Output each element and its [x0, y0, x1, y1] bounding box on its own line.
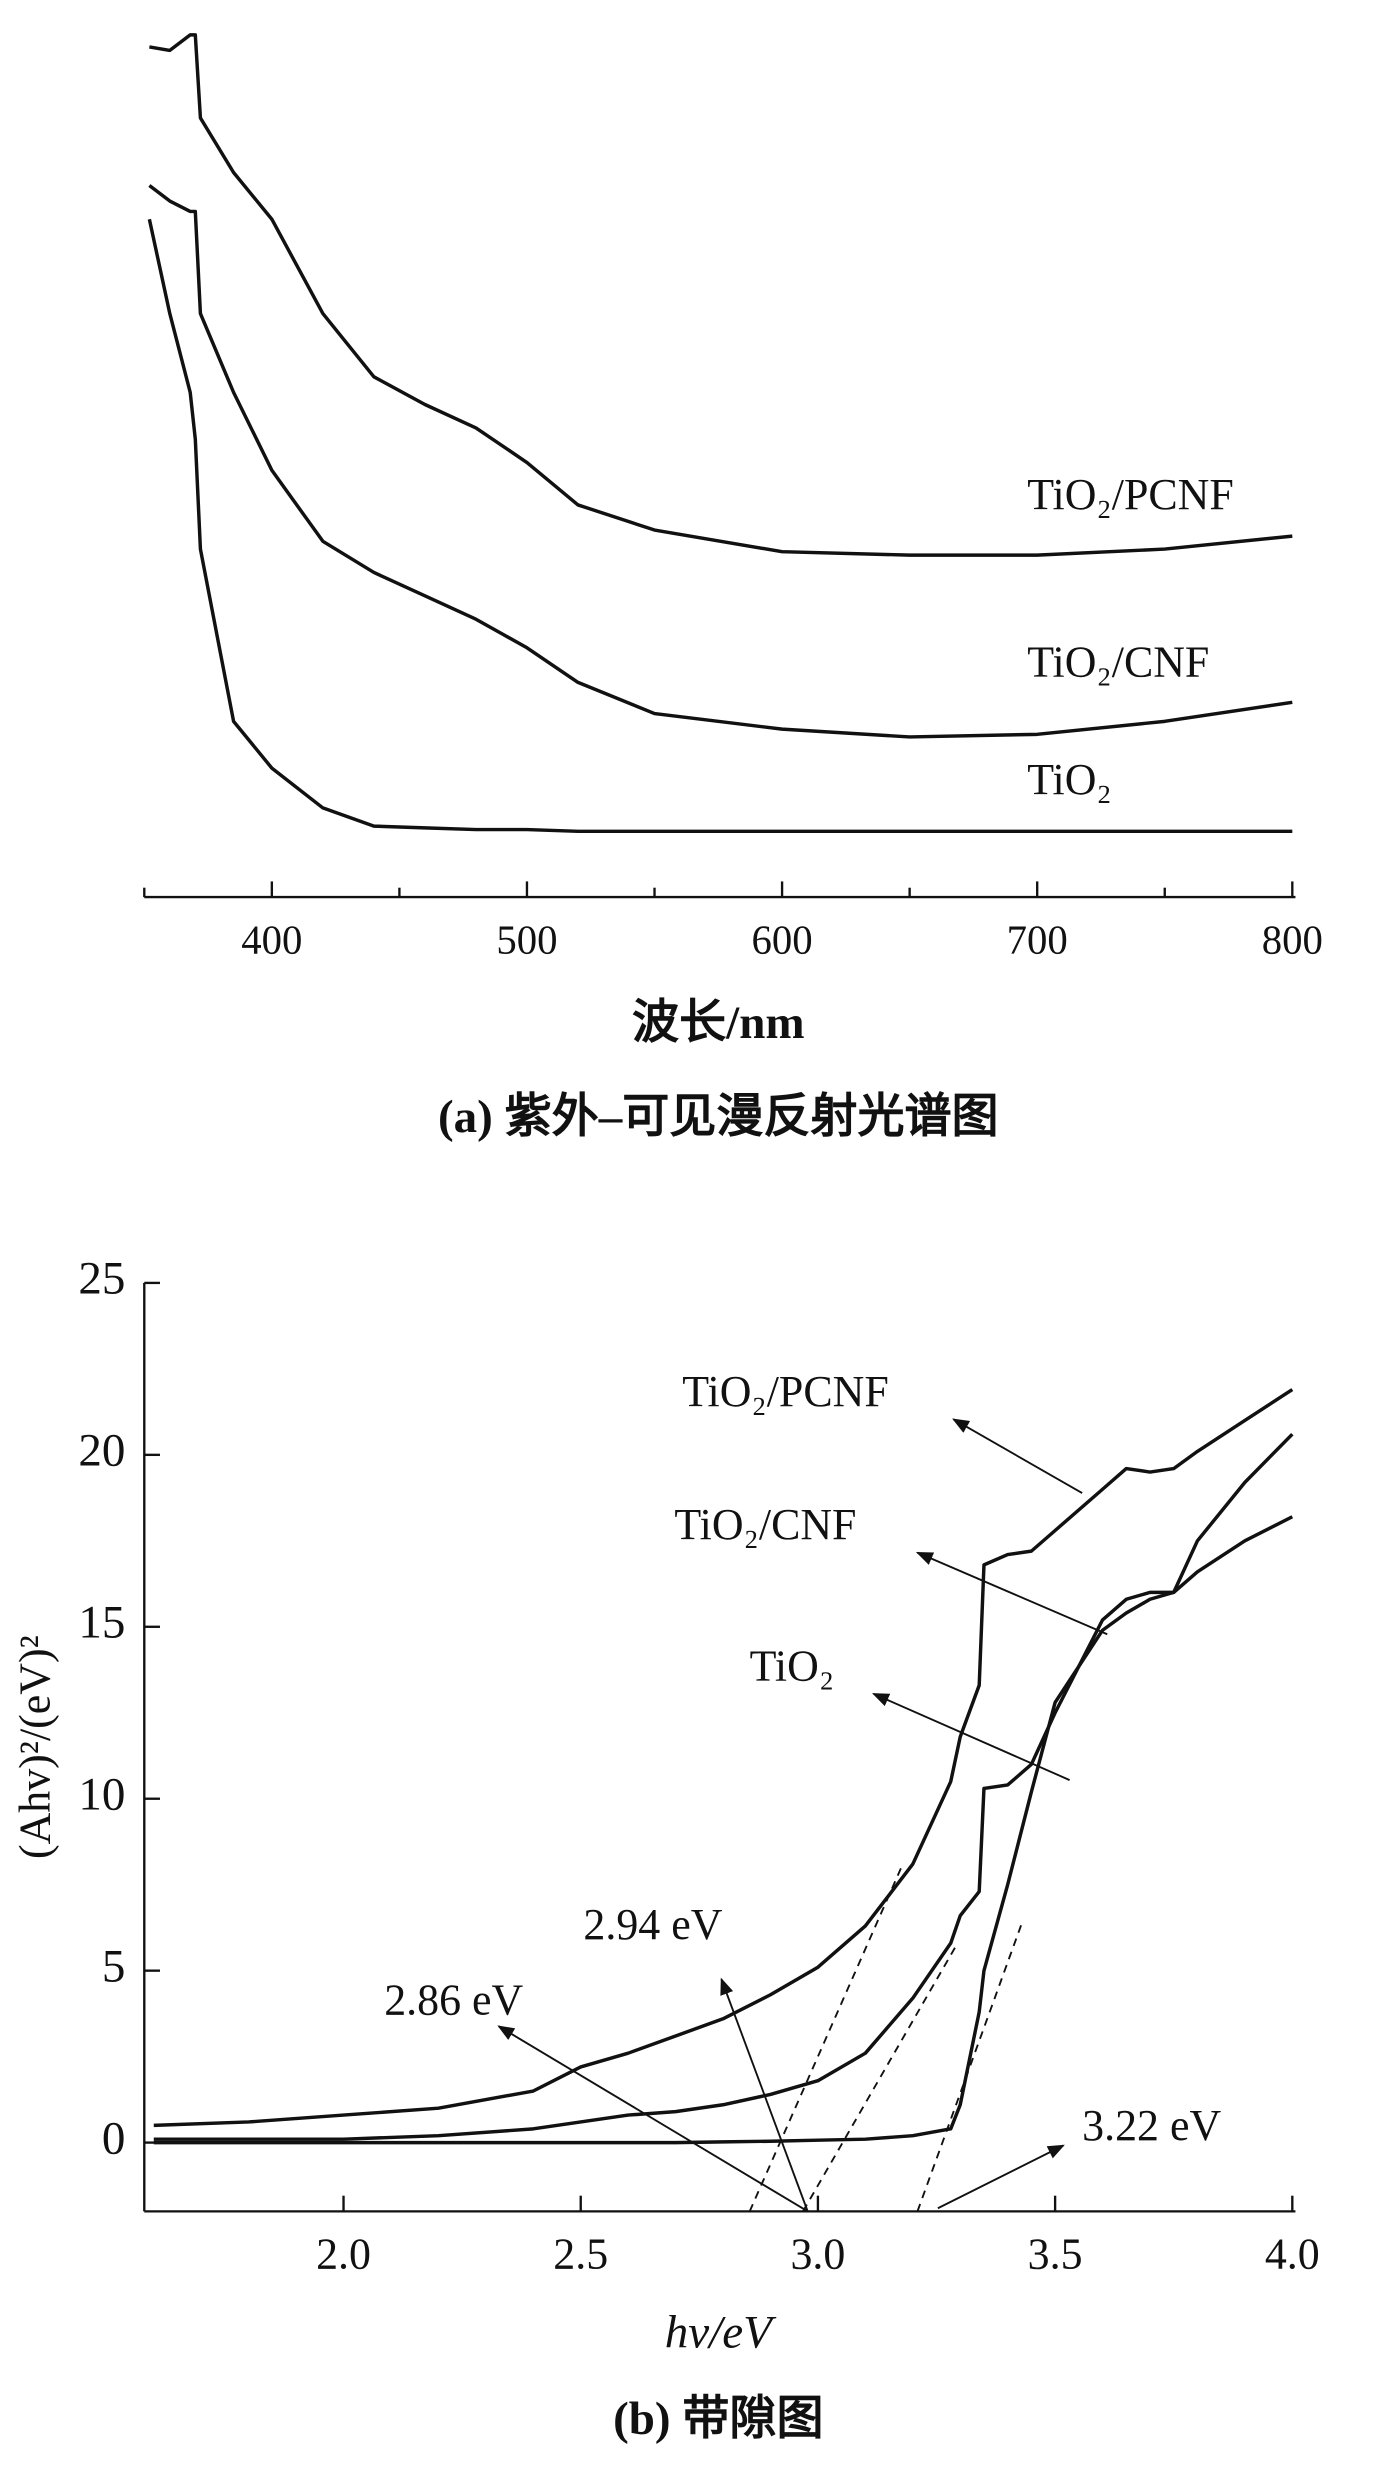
- tangent: [748, 1865, 903, 2212]
- y-tick-label: 15: [78, 1597, 125, 1649]
- x-tick-label: 500: [496, 918, 557, 963]
- x-axis-label: hv/eV: [665, 2307, 777, 2359]
- series-line: [149, 33, 1293, 557]
- series-line: [153, 1433, 1294, 2141]
- x-tick-label: 4.0: [1265, 2230, 1320, 2278]
- x-axis-label: 波长/nm: [632, 997, 805, 1049]
- x-tick-label: 3.0: [790, 2230, 845, 2278]
- arrow: [497, 2025, 809, 2213]
- x-tick-label: 3.5: [1028, 2230, 1083, 2278]
- series-line: [148, 184, 1293, 739]
- tangent: [802, 1944, 958, 2212]
- arrow: [937, 2144, 1065, 2210]
- caption: (a) 紫外–可见漫反射光谱图: [438, 1091, 999, 1143]
- arrow: [952, 1418, 1083, 1494]
- series-label: TiO₂/CNF: [674, 1501, 856, 1549]
- series-label: TiO₂/PCNF: [682, 1368, 889, 1416]
- series-line: [153, 1515, 1294, 2145]
- annotation: 3.22 eV: [1082, 2102, 1221, 2150]
- tangent-lines: [748, 1865, 1024, 2212]
- y-tick-label: 5: [102, 1940, 126, 1992]
- arrow: [915, 1551, 1108, 1636]
- tangent: [916, 1920, 1024, 2212]
- y-tick-label: 0: [102, 2112, 126, 2164]
- y-tick-label: 25: [78, 1253, 125, 1305]
- annotation: 2.86 eV: [384, 1976, 523, 2024]
- series-label: TiO₂/CNF: [1027, 639, 1209, 687]
- y-tick-label: 20: [78, 1425, 125, 1477]
- annotation: 2.94 eV: [583, 1901, 722, 1949]
- y-tick-label: 10: [78, 1769, 125, 1821]
- y-axis-label: (Ahv)²/(eV)²: [11, 1635, 59, 1859]
- x-tick-label: 700: [1007, 918, 1068, 963]
- series-label: TiO₂/PCNF: [1027, 471, 1234, 519]
- x-tick-label: 600: [751, 918, 812, 963]
- series-label: TiO₂: [750, 1642, 834, 1690]
- series-label: TiO₂: [1027, 756, 1112, 804]
- series-line: [147, 218, 1293, 834]
- x-tick-label: 800: [1262, 918, 1323, 963]
- x-tick-label: 2.5: [553, 2230, 608, 2278]
- x-tick-label: 2.0: [316, 2230, 371, 2278]
- caption: (b) 带隙图: [613, 2393, 823, 2445]
- series-line: [153, 1388, 1294, 2128]
- x-tick-label: 400: [241, 918, 302, 963]
